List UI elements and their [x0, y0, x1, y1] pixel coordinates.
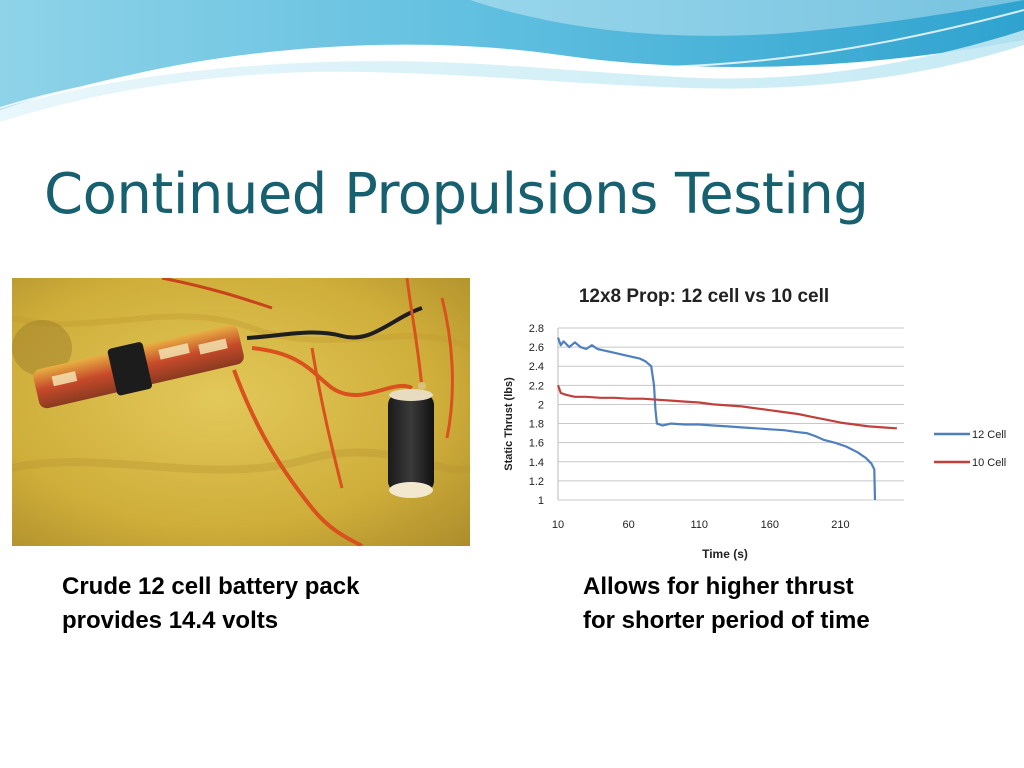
y-axis-label: Static Thrust (lbs) — [503, 377, 515, 471]
caption-right-line-1: Allows for higher thrust — [583, 573, 854, 600]
caption-left-line-2: provides 14.4 volts — [62, 607, 279, 634]
chart-grid — [557, 327, 904, 501]
thrust-chart: 12x8 Prop: 12 cell vs 10 cell 1 1.2 1.4 1.6… — [494, 278, 1022, 568]
y-tick-label: 1.2 — [529, 476, 544, 488]
chart-series — [556, 337, 897, 501]
caption-thrust-tradeoff: Allows for higher thrust for shorter per… — [583, 570, 929, 638]
y-tick-label: 1.6 — [529, 438, 544, 450]
y-tick-label: 1.8 — [529, 419, 544, 431]
y-tick-label: 2.2 — [529, 380, 544, 392]
y-tick-label: 2.4 — [529, 361, 544, 373]
y-tick-label: 1.4 — [529, 457, 544, 469]
x-axis-ticks: 10 60 110 160 210 — [552, 519, 850, 531]
slide-title: Continued Propulsions Testing — [44, 162, 869, 227]
wave-header-decoration — [0, 0, 1024, 122]
x-tick-label: 210 — [831, 519, 849, 531]
caption-right-line-2: for shorter period of time — [583, 607, 870, 634]
series-line-12-cell — [556, 337, 877, 501]
chart-title: 12x8 Prop: 12 cell vs 10 cell — [579, 286, 829, 307]
thrust-chart-svg: 12x8 Prop: 12 cell vs 10 cell 1 1.2 1.4 1.6… — [503, 286, 1006, 561]
x-tick-label: 10 — [552, 519, 564, 531]
caption-left-line-1: Crude 12 cell battery pack — [62, 573, 360, 600]
x-tick-label: 160 — [761, 519, 779, 531]
battery-pack-photo — [12, 278, 470, 546]
chart-legend: 12 Cell 10 Cell — [934, 429, 1006, 469]
x-tick-label: 110 — [690, 519, 708, 531]
y-tick-label: 1 — [538, 495, 544, 507]
series-line-10-cell — [556, 384, 897, 430]
y-tick-label: 2.6 — [529, 342, 544, 354]
legend-label: 10 Cell — [972, 457, 1006, 469]
y-tick-label: 2 — [538, 399, 544, 411]
y-tick-label: 2.8 — [529, 323, 544, 335]
x-axis-label: Time (s) — [702, 547, 748, 561]
y-axis-ticks: 1 1.2 1.4 1.6 1.8 2 2.2 2.4 2.6 2.8 — [529, 323, 544, 507]
legend-label: 12 Cell — [972, 429, 1006, 441]
x-tick-label: 60 — [622, 519, 634, 531]
caption-battery-pack: Crude 12 cell battery pack provides 14.4… — [62, 570, 450, 638]
